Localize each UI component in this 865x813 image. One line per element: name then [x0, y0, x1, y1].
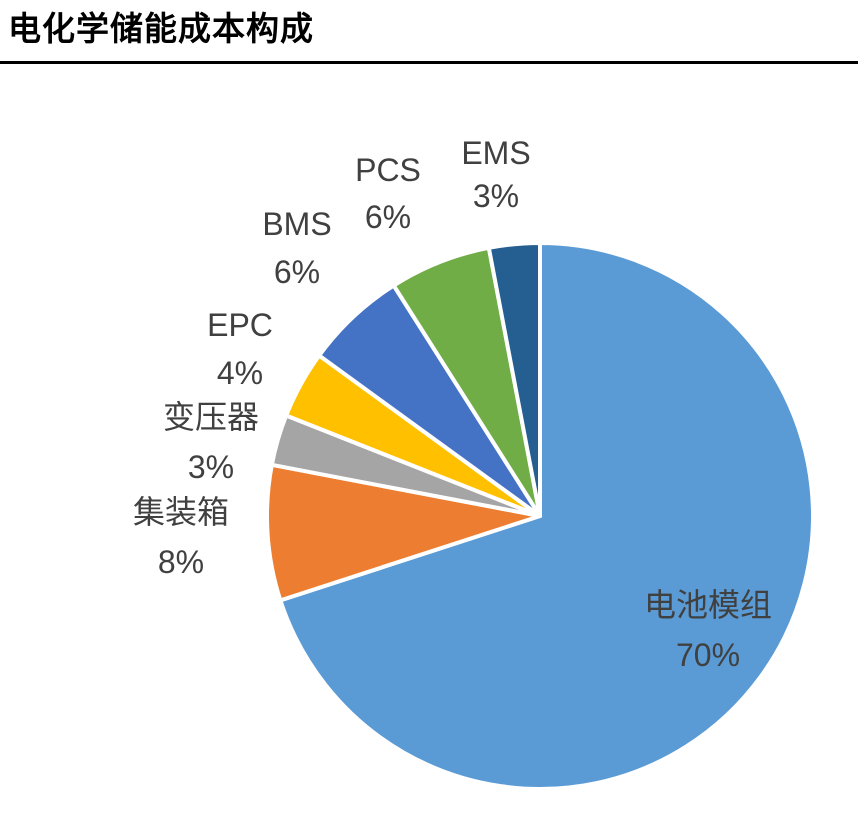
pie-label-name-5: PCS: [355, 152, 421, 188]
pie-label-pct-0: 70%: [676, 637, 740, 673]
pie-label-name-1: 集装箱: [133, 494, 229, 530]
chart-title: 电化学储能成本构成: [8, 9, 314, 48]
pie-label-name-6: EMS: [461, 135, 530, 171]
title-underline: [0, 61, 858, 64]
pie-label-name-2: 变压器: [163, 399, 259, 435]
pie-label-pct-3: 4%: [217, 355, 263, 391]
pie-slice-1: [265, 462, 542, 603]
pie-label-pct-6: 3%: [473, 178, 519, 214]
pie-label-pct-2: 3%: [188, 449, 234, 485]
pie-label-pct-4: 6%: [274, 254, 320, 290]
pie-label-pct-1: 8%: [158, 544, 204, 580]
pie-label-name-4: BMS: [262, 206, 331, 242]
pie-slice-6: [486, 241, 542, 518]
pie-label-name-0: 电池模组: [644, 587, 772, 623]
pie-slice-0: [278, 241, 815, 791]
pie-label-name-3: EPC: [207, 307, 273, 343]
pie-label-pct-5: 6%: [365, 199, 411, 235]
